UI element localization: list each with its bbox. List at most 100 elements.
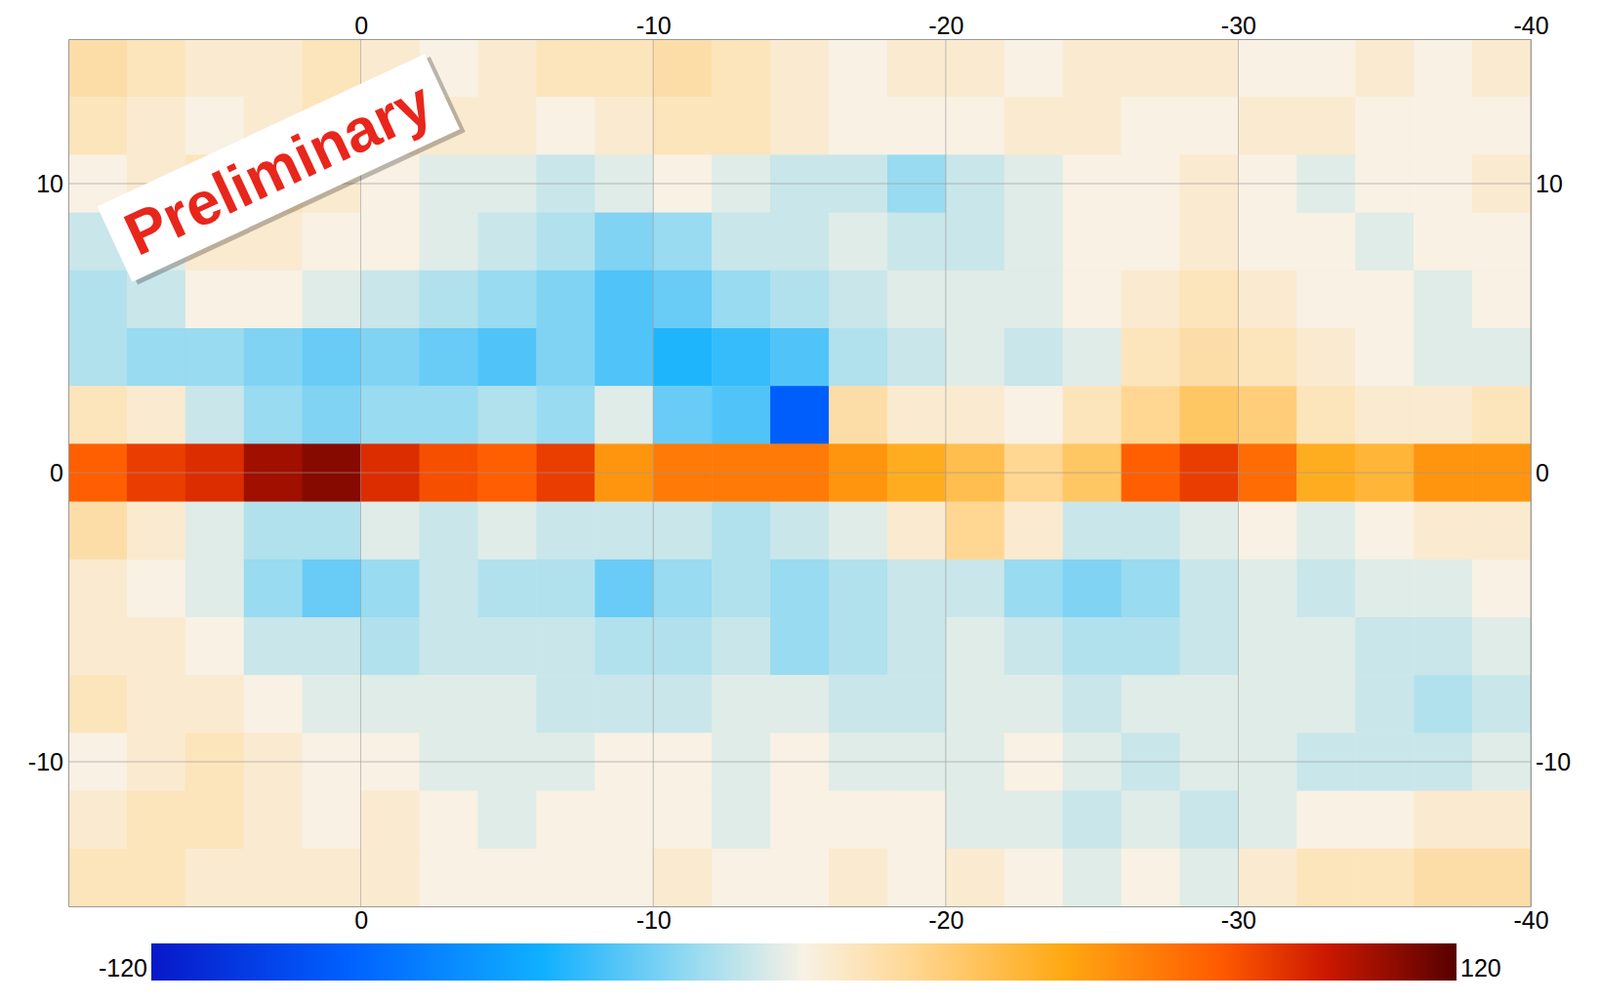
cell xyxy=(711,270,771,329)
cell xyxy=(185,328,245,387)
cell xyxy=(1296,790,1355,850)
cell xyxy=(477,39,536,98)
cell xyxy=(361,616,420,676)
cell xyxy=(711,790,771,850)
cell xyxy=(1179,212,1238,272)
cell xyxy=(945,270,1005,329)
cell xyxy=(1004,212,1064,272)
tick: 10 xyxy=(1530,169,1563,198)
cell xyxy=(535,674,595,734)
cell xyxy=(244,674,303,734)
cell xyxy=(244,501,303,561)
tick: -40 xyxy=(1513,905,1549,934)
cell xyxy=(1354,270,1414,329)
cell xyxy=(419,385,479,445)
cell xyxy=(1296,674,1355,734)
cell xyxy=(185,790,245,850)
tick-label: 0 xyxy=(354,905,369,934)
cell xyxy=(1004,674,1064,734)
cell xyxy=(828,270,888,329)
tick-label: -30 xyxy=(1221,11,1257,40)
tick: -20 xyxy=(928,905,964,934)
cell xyxy=(1004,385,1064,445)
banner-box xyxy=(96,53,459,283)
cell xyxy=(770,559,829,618)
cell xyxy=(945,328,1005,387)
cell xyxy=(770,848,829,906)
cell xyxy=(1004,790,1064,850)
cell xyxy=(477,674,536,734)
tick-label: -10 xyxy=(636,11,672,40)
cell xyxy=(1472,39,1531,98)
cell xyxy=(711,616,771,676)
cell xyxy=(185,674,245,734)
cell xyxy=(1063,270,1122,329)
cell xyxy=(1004,501,1064,561)
cell xyxy=(419,674,479,734)
cell xyxy=(1354,790,1414,850)
cell xyxy=(945,39,1005,98)
x-axis-bottom: 0-10-20-30-40 xyxy=(69,905,1550,934)
cell xyxy=(419,328,479,387)
cell xyxy=(1004,270,1064,329)
tick-label: -10 xyxy=(636,905,672,934)
cell xyxy=(945,385,1005,445)
cell xyxy=(126,39,186,98)
cell xyxy=(535,270,595,329)
cell xyxy=(887,39,946,98)
cell xyxy=(828,501,888,561)
cell xyxy=(1121,385,1181,445)
colorbar: -120120 xyxy=(98,943,1502,982)
cell xyxy=(1472,270,1531,329)
tick: 0 xyxy=(354,905,369,934)
cell xyxy=(828,96,888,156)
cell xyxy=(1179,616,1238,676)
tick: -20 xyxy=(928,11,964,40)
tick-label: 10 xyxy=(36,169,64,198)
cell xyxy=(711,501,771,561)
cell xyxy=(653,790,712,850)
cell xyxy=(1004,96,1064,156)
cell xyxy=(477,616,536,676)
cell xyxy=(1413,212,1473,272)
cell xyxy=(770,96,829,156)
cell xyxy=(1354,674,1414,734)
cell xyxy=(535,790,595,850)
cell xyxy=(535,39,595,98)
cell xyxy=(302,848,362,906)
cell xyxy=(770,790,829,850)
cell xyxy=(945,848,1005,906)
cell xyxy=(653,39,712,98)
cell xyxy=(1413,328,1473,387)
cell xyxy=(244,559,303,618)
cell xyxy=(594,212,654,272)
cell xyxy=(653,674,712,734)
cell xyxy=(68,96,127,156)
cell xyxy=(244,616,303,676)
grid-line xyxy=(68,761,1531,763)
cell xyxy=(770,674,829,734)
tick: -30 xyxy=(1221,11,1257,40)
tick-label: -20 xyxy=(928,905,964,934)
cell xyxy=(1179,501,1238,561)
cell xyxy=(419,616,479,676)
tick-label: -10 xyxy=(28,747,64,776)
tick: 0 xyxy=(49,458,69,487)
cell xyxy=(302,385,362,445)
cell xyxy=(1063,39,1122,98)
tick: -10 xyxy=(636,905,672,934)
cell xyxy=(126,385,186,445)
cell xyxy=(1472,501,1531,561)
cell xyxy=(185,616,245,676)
cell xyxy=(302,559,362,618)
cell xyxy=(1296,96,1355,156)
cell xyxy=(1121,328,1181,387)
cell xyxy=(1413,385,1473,445)
cell xyxy=(68,848,127,906)
chart: 0-10-20-30-400-10-20-30-40-10010-10010-1… xyxy=(0,0,1600,1003)
cell xyxy=(244,39,303,98)
cell xyxy=(1121,39,1181,98)
cell xyxy=(361,559,420,618)
cell xyxy=(419,270,479,329)
cell xyxy=(68,39,127,98)
